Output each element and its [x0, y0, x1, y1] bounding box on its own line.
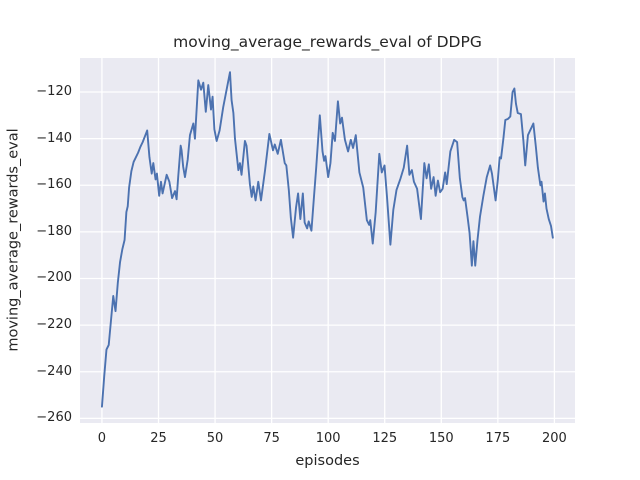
x-tick-label: 75 [263, 431, 280, 446]
y-tick-label: −180 [36, 223, 72, 239]
y-tick-label: −220 [36, 317, 72, 333]
grid-lines [80, 58, 575, 423]
x-tick-label: 200 [541, 431, 567, 446]
x-tick-label: 150 [428, 431, 454, 446]
x-tick-label: 100 [315, 431, 341, 446]
y-tick-label: −120 [36, 84, 72, 100]
y-tick-label: −140 [36, 130, 72, 146]
x-tick-label: 125 [372, 431, 398, 446]
y-tick-label: −260 [36, 410, 72, 426]
x-axis-label: episodes [295, 453, 360, 469]
y-tick-label: −160 [36, 177, 72, 193]
x-tick-label: 0 [97, 431, 107, 446]
y-tick-label: −200 [36, 270, 72, 286]
x-tick-label: 50 [206, 431, 224, 446]
y-axis-label: moving_average_rewards_eval [5, 128, 22, 352]
plot-area [80, 58, 575, 423]
y-tick-label: −240 [36, 363, 72, 379]
x-tick-label: 25 [150, 431, 167, 446]
reward-line [100, 71, 554, 408]
chart-title: moving_average_rewards_eval of DDPG [173, 33, 482, 51]
x-tick-label: 175 [485, 431, 511, 446]
